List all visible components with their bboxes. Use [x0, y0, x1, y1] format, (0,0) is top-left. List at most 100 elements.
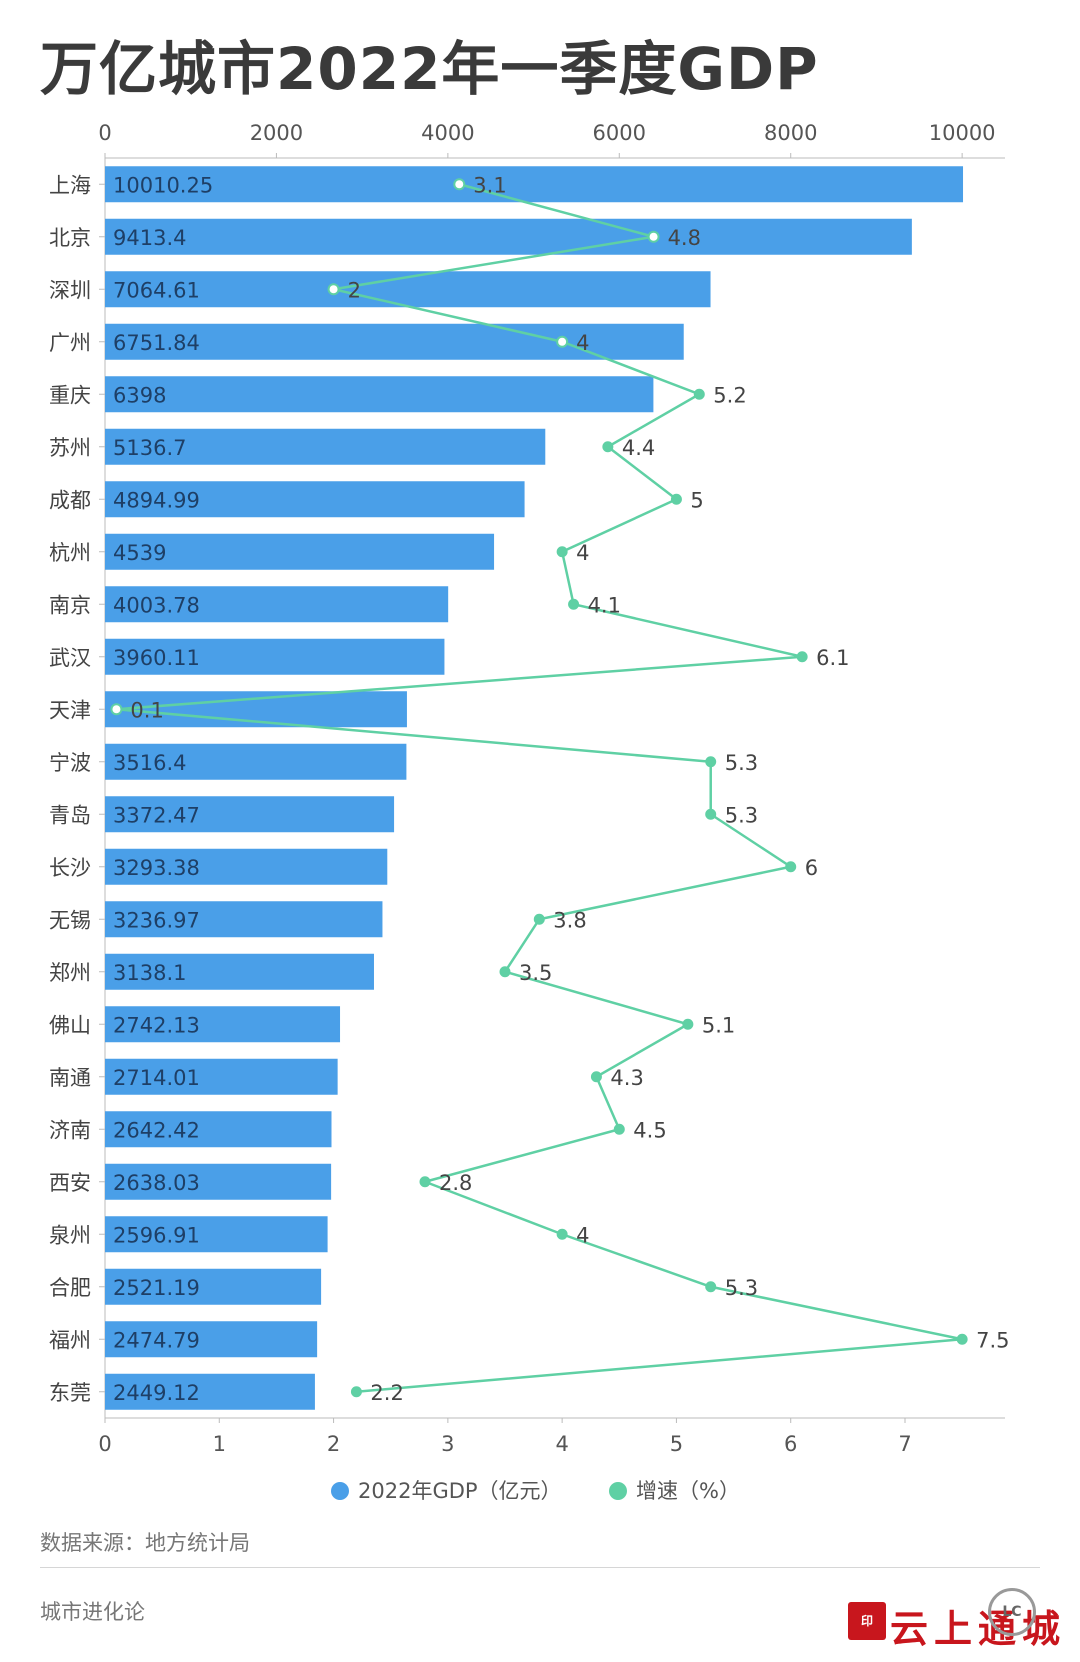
- growth-label: 4.8: [668, 226, 701, 250]
- category-label: 北京: [49, 226, 91, 250]
- category-label: 天津: [49, 698, 91, 722]
- gdp-bar: [105, 953, 374, 990]
- growth-point: [327, 283, 340, 296]
- growth-label: 6.1: [816, 646, 849, 670]
- growth-label: 2: [348, 278, 361, 302]
- growth-label: 5.3: [725, 803, 758, 827]
- gdp-bar-label: 2449.12: [113, 1381, 200, 1405]
- growth-label: 5: [690, 488, 703, 512]
- gdp-bar: [105, 743, 407, 780]
- gdp-bar-label: 4894.99: [113, 488, 200, 512]
- growth-point: [602, 441, 614, 453]
- gdp-bar-label: 2742.13: [113, 1013, 200, 1037]
- growth-point: [453, 178, 466, 191]
- gdp-bar-label: 3960.11: [113, 646, 200, 670]
- gdp-chart: 0 2000 4000 6000 8000 10000 0 1 2 3 4 5 6 7 上海 10010.25…: [49, 121, 1010, 1503]
- gdp-bar-label: 2714.01: [113, 1066, 200, 1090]
- gdp-bar: [105, 1216, 328, 1253]
- gdp-bar-label: 7064.61: [113, 278, 200, 302]
- growth-point: [419, 1176, 431, 1188]
- gdp-bar: [105, 166, 964, 203]
- category-label: 南通: [49, 1066, 91, 1090]
- divider: [40, 1567, 1040, 1568]
- growth-line: [116, 183, 963, 1393]
- growth-label: 2.8: [439, 1171, 472, 1195]
- growth-point: [613, 1123, 625, 1135]
- category-label: 青岛: [49, 803, 91, 827]
- growth-point: [785, 861, 797, 873]
- gdp-bar: [105, 901, 383, 938]
- growth-point: [705, 808, 717, 820]
- growth-label: 4.5: [633, 1118, 666, 1142]
- gdp-bar: [105, 586, 449, 623]
- category-label: 成都: [49, 488, 91, 512]
- growth-point: [556, 335, 569, 348]
- growth-label: 3.1: [473, 173, 506, 197]
- gdp-bar-label: 2642.42: [113, 1118, 200, 1142]
- seal-icon: 印: [848, 1602, 886, 1640]
- growth-label: 5.3: [725, 751, 758, 775]
- growth-point: [796, 651, 808, 663]
- category-label: 苏州: [49, 436, 91, 460]
- growth-label: 3.5: [519, 961, 552, 985]
- category-label: 广州: [49, 331, 91, 355]
- gdp-bar: [105, 1321, 318, 1358]
- gdp-bar: [105, 376, 654, 413]
- category-label: 泉州: [49, 1223, 91, 1247]
- category-label: 上海: [49, 173, 91, 197]
- gdp-bar-label: 5136.7: [113, 436, 186, 460]
- growth-label: 5.1: [702, 1013, 735, 1037]
- growth-label: 4: [576, 541, 589, 565]
- category-label: 西安: [49, 1171, 91, 1195]
- bottom-axis-tick-label: 5: [670, 1432, 683, 1456]
- bottom-axis-tick-label: 7: [898, 1432, 911, 1456]
- growth-point: [568, 598, 580, 610]
- growth-point: [556, 546, 568, 558]
- bottom-axis-tick-label: 4: [555, 1432, 568, 1456]
- logo-icon: LC: [988, 1588, 1036, 1636]
- gdp-bar-label: 6398: [113, 383, 166, 407]
- growth-label: 4: [576, 331, 589, 355]
- bottom-axis-tick-label: 6: [784, 1432, 797, 1456]
- legend-growth-marker: [609, 1482, 627, 1500]
- growth-label: 4.4: [622, 436, 655, 460]
- category-label: 无锡: [49, 908, 91, 932]
- top-axis-tick-label: 2000: [250, 121, 303, 145]
- gdp-bar-label: 3516.4: [113, 751, 186, 775]
- gdp-bar-label: 3372.47: [113, 803, 200, 827]
- gdp-bar: [105, 1111, 332, 1148]
- growth-label: 5.3: [725, 1276, 758, 1300]
- gdp-bar: [105, 481, 525, 518]
- bottom-axis-tick-label: 1: [213, 1432, 226, 1456]
- growth-label: 4: [576, 1223, 589, 1247]
- growth-label: 4.1: [588, 593, 621, 617]
- gdp-bar: [105, 218, 912, 255]
- gdp-bar: [105, 323, 684, 360]
- gdp-bar-label: 3293.38: [113, 856, 200, 880]
- gdp-bar: [105, 638, 445, 675]
- category-label: 福州: [49, 1328, 91, 1352]
- gdp-bar-label: 2474.79: [113, 1328, 200, 1352]
- growth-point: [350, 1386, 362, 1398]
- top-axis-tick-label: 4000: [421, 121, 474, 145]
- gdp-bar-label: 3236.97: [113, 908, 200, 932]
- gdp-bar: [105, 1163, 332, 1200]
- gdp-bar-label: 2596.91: [113, 1223, 200, 1247]
- growth-point: [670, 493, 682, 505]
- growth-point: [533, 913, 545, 925]
- growth-point: [556, 1228, 568, 1240]
- gdp-bar: [105, 533, 495, 570]
- chart-title: 万亿城市2022年一季度GDP: [40, 35, 819, 103]
- top-axis-tick-label: 0: [98, 121, 111, 145]
- gdp-bar: [105, 1268, 322, 1305]
- growth-label: 3.8: [553, 908, 586, 932]
- gdp-bar-label: 2638.03: [113, 1171, 200, 1195]
- top-axis-tick-label: 6000: [593, 121, 646, 145]
- category-label: 济南: [49, 1118, 91, 1142]
- category-label: 重庆: [49, 383, 91, 407]
- growth-point: [590, 1071, 602, 1083]
- category-label: 深圳: [49, 278, 91, 302]
- gdp-bar-label: 2521.19: [113, 1276, 200, 1300]
- gdp-bar-label: 9413.4: [113, 226, 186, 250]
- gdp-bar: [105, 796, 395, 833]
